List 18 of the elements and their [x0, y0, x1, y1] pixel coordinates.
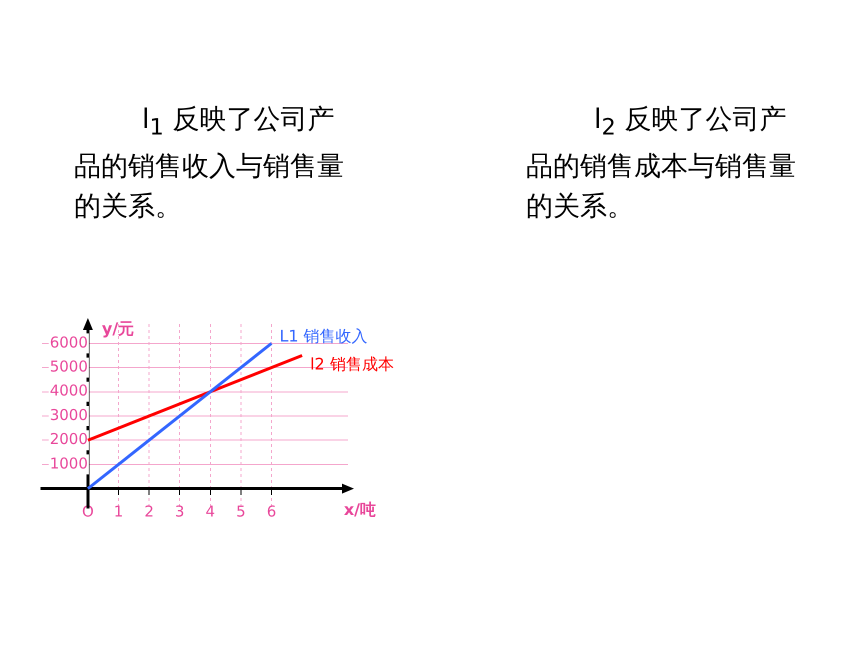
y-tick-label: 1000 — [50, 454, 88, 472]
x-tick-label: 6 — [266, 502, 276, 521]
y-tick-label: 5000 — [50, 357, 88, 376]
x-tick-label: 2 — [144, 502, 154, 521]
x-tick-label: 3 — [174, 502, 184, 521]
y-axis-title: y/元 — [102, 319, 134, 338]
series-label: l2 销售成本 — [310, 354, 394, 374]
y-tick-label: 3000 — [50, 406, 88, 424]
x-tick-label: 5 — [236, 502, 246, 521]
text: l$_{2}$ 反映了公司产品的销售成本与销售量的关系。 — [526, 103, 797, 224]
series-label: L1 销售收入 — [280, 326, 368, 346]
x-axis-title: x/吨 — [344, 500, 376, 519]
y-tick-label: 6000 — [50, 333, 88, 352]
y-tick-label: 4000 — [50, 382, 88, 400]
y-tick-label: 2000 — [50, 430, 88, 448]
x-tick-label: 1 — [114, 502, 124, 521]
x-tick-label: 4 — [206, 502, 216, 521]
text: l$_{1}$ 反映了公司产品的销售收入与销售量的关系。 — [74, 103, 345, 224]
